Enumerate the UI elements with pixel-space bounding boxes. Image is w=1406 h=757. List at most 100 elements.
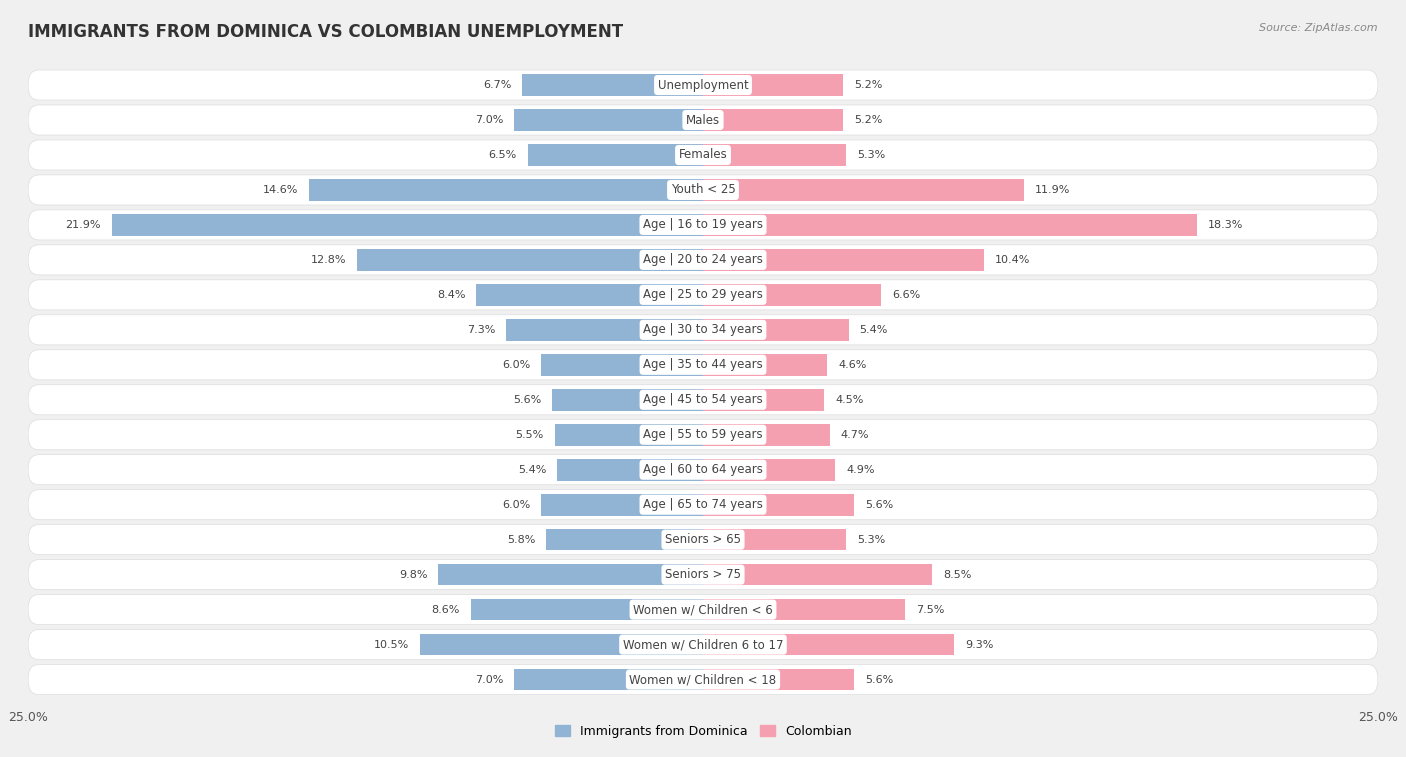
Bar — [703, 284, 882, 306]
FancyBboxPatch shape — [28, 315, 1378, 345]
Bar — [703, 144, 846, 166]
Text: Age | 55 to 59 years: Age | 55 to 59 years — [643, 428, 763, 441]
Bar — [547, 529, 703, 550]
FancyBboxPatch shape — [28, 210, 1378, 240]
Text: 6.0%: 6.0% — [502, 500, 530, 509]
Text: 9.3%: 9.3% — [965, 640, 993, 650]
Text: Youth < 25: Youth < 25 — [671, 183, 735, 197]
Text: Women w/ Children < 18: Women w/ Children < 18 — [630, 673, 776, 686]
Text: 5.4%: 5.4% — [859, 325, 889, 335]
Bar — [554, 424, 703, 446]
Bar — [541, 494, 703, 516]
Bar — [515, 109, 703, 131]
Text: 12.8%: 12.8% — [311, 255, 347, 265]
Text: 4.7%: 4.7% — [841, 430, 869, 440]
Bar — [112, 214, 703, 235]
Text: Age | 65 to 74 years: Age | 65 to 74 years — [643, 498, 763, 511]
Text: 18.3%: 18.3% — [1208, 220, 1243, 230]
Legend: Immigrants from Dominica, Colombian: Immigrants from Dominica, Colombian — [550, 720, 856, 743]
Text: Source: ZipAtlas.com: Source: ZipAtlas.com — [1260, 23, 1378, 33]
Bar — [703, 109, 844, 131]
Bar — [309, 179, 703, 201]
Bar — [703, 564, 932, 585]
Text: Age | 35 to 44 years: Age | 35 to 44 years — [643, 358, 763, 371]
Text: IMMIGRANTS FROM DOMINICA VS COLOMBIAN UNEMPLOYMENT: IMMIGRANTS FROM DOMINICA VS COLOMBIAN UN… — [28, 23, 623, 41]
Text: 7.0%: 7.0% — [475, 674, 503, 684]
Text: 6.7%: 6.7% — [482, 80, 512, 90]
Text: 9.8%: 9.8% — [399, 569, 427, 580]
Text: Age | 25 to 29 years: Age | 25 to 29 years — [643, 288, 763, 301]
Bar — [703, 634, 955, 656]
Bar — [477, 284, 703, 306]
Bar — [541, 354, 703, 375]
Text: 5.3%: 5.3% — [856, 150, 886, 160]
Text: Seniors > 75: Seniors > 75 — [665, 568, 741, 581]
FancyBboxPatch shape — [28, 385, 1378, 415]
Text: 4.6%: 4.6% — [838, 360, 866, 370]
Bar — [515, 668, 703, 690]
Text: 5.4%: 5.4% — [517, 465, 547, 475]
Bar — [506, 319, 703, 341]
Bar — [703, 179, 1024, 201]
Bar — [439, 564, 703, 585]
FancyBboxPatch shape — [28, 140, 1378, 170]
Text: 6.0%: 6.0% — [502, 360, 530, 370]
FancyBboxPatch shape — [28, 559, 1378, 590]
FancyBboxPatch shape — [28, 175, 1378, 205]
Bar — [703, 74, 844, 96]
Text: 7.3%: 7.3% — [467, 325, 495, 335]
FancyBboxPatch shape — [28, 525, 1378, 555]
Bar — [703, 249, 984, 271]
Text: 7.0%: 7.0% — [475, 115, 503, 125]
Bar — [703, 668, 855, 690]
Text: Women w/ Children < 6: Women w/ Children < 6 — [633, 603, 773, 616]
Text: 6.5%: 6.5% — [488, 150, 517, 160]
Text: Age | 20 to 24 years: Age | 20 to 24 years — [643, 254, 763, 266]
Text: 5.2%: 5.2% — [855, 115, 883, 125]
Bar — [703, 424, 830, 446]
Text: 4.5%: 4.5% — [835, 394, 863, 405]
Text: 8.4%: 8.4% — [437, 290, 465, 300]
Text: 6.6%: 6.6% — [891, 290, 920, 300]
Bar — [703, 319, 849, 341]
Bar — [471, 599, 703, 621]
FancyBboxPatch shape — [28, 245, 1378, 275]
Text: 8.6%: 8.6% — [432, 605, 460, 615]
Bar — [703, 599, 905, 621]
Text: 4.9%: 4.9% — [846, 465, 875, 475]
Bar — [703, 389, 824, 410]
Bar — [527, 144, 703, 166]
Bar — [703, 459, 835, 481]
Text: 5.5%: 5.5% — [516, 430, 544, 440]
FancyBboxPatch shape — [28, 105, 1378, 135]
FancyBboxPatch shape — [28, 490, 1378, 520]
FancyBboxPatch shape — [28, 419, 1378, 450]
Text: Unemployment: Unemployment — [658, 79, 748, 92]
Bar — [522, 74, 703, 96]
Bar — [703, 354, 827, 375]
Bar — [703, 214, 1197, 235]
FancyBboxPatch shape — [28, 70, 1378, 100]
Bar — [703, 494, 855, 516]
FancyBboxPatch shape — [28, 455, 1378, 484]
Text: 5.6%: 5.6% — [865, 500, 893, 509]
FancyBboxPatch shape — [28, 630, 1378, 659]
Text: 8.5%: 8.5% — [943, 569, 972, 580]
Text: 21.9%: 21.9% — [66, 220, 101, 230]
Text: 14.6%: 14.6% — [263, 185, 298, 195]
Text: 5.6%: 5.6% — [865, 674, 893, 684]
Text: Age | 16 to 19 years: Age | 16 to 19 years — [643, 219, 763, 232]
Text: Males: Males — [686, 114, 720, 126]
Text: Age | 30 to 34 years: Age | 30 to 34 years — [643, 323, 763, 336]
Text: Women w/ Children 6 to 17: Women w/ Children 6 to 17 — [623, 638, 783, 651]
Bar — [703, 529, 846, 550]
Text: 5.3%: 5.3% — [856, 534, 886, 544]
Bar — [357, 249, 703, 271]
Text: 7.5%: 7.5% — [917, 605, 945, 615]
Bar — [557, 459, 703, 481]
FancyBboxPatch shape — [28, 594, 1378, 625]
Bar — [419, 634, 703, 656]
Text: Seniors > 65: Seniors > 65 — [665, 533, 741, 546]
FancyBboxPatch shape — [28, 350, 1378, 380]
Text: 11.9%: 11.9% — [1035, 185, 1070, 195]
